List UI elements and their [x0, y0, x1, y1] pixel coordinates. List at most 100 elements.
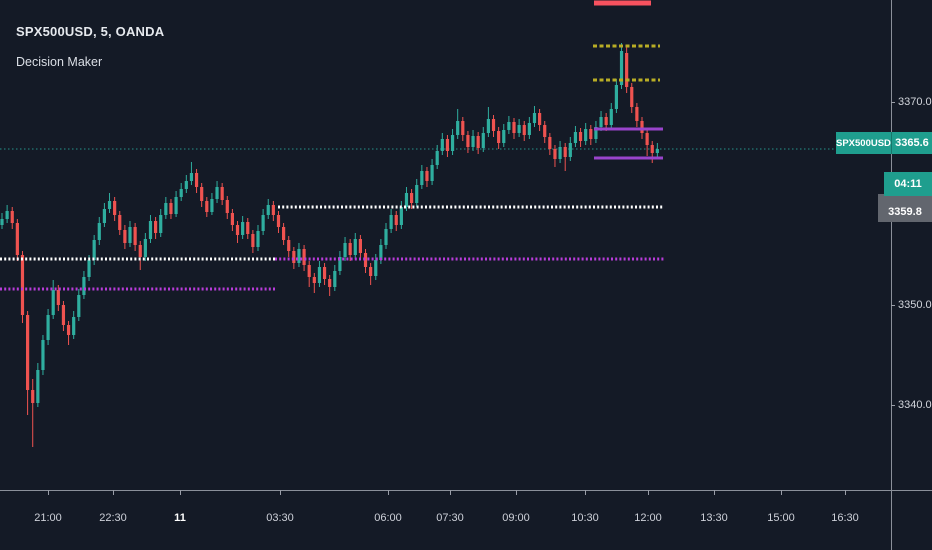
time-axis-label: 12:00	[634, 512, 662, 524]
time-axis-separator	[0, 490, 932, 491]
candle-body	[404, 193, 409, 207]
time-axis-label-date: 11	[174, 512, 186, 524]
candle-body	[271, 205, 275, 215]
candle-body	[589, 129, 593, 139]
candle-body	[77, 295, 81, 317]
candle-body	[655, 149, 659, 153]
candlestick-chart[interactable]	[0, 0, 891, 490]
time-tick	[280, 490, 281, 495]
candle-body	[471, 136, 475, 147]
candle-body	[599, 117, 603, 127]
time-tick	[845, 490, 846, 495]
time-tick	[648, 490, 649, 495]
time-axis[interactable]: 21:00 22:30 11 03:30 06:00 07:30 09:00 10:30 12:…	[0, 490, 932, 550]
candle-body	[548, 137, 552, 149]
candle-body	[97, 223, 101, 240]
price-axis[interactable]: 3370.0 3350.0 3340.0	[891, 0, 932, 490]
candle-body	[72, 317, 76, 335]
candle-body	[486, 119, 490, 133]
candle-body	[194, 173, 199, 187]
candle-body	[507, 122, 511, 130]
symbol-title[interactable]: SPX500USD, 5, OANDA	[16, 24, 165, 39]
candle-body	[369, 267, 373, 276]
candle-body	[399, 207, 403, 225]
candle-body	[0, 219, 4, 225]
candle-body	[5, 211, 9, 219]
candle-body	[328, 279, 332, 287]
candle-body	[220, 187, 224, 200]
candle-body	[246, 222, 250, 234]
price-axis-label: 3370.0	[898, 96, 932, 108]
candle-body	[353, 239, 357, 255]
candle-body	[61, 305, 66, 325]
candle-body	[420, 171, 424, 185]
candle-body	[614, 85, 618, 109]
candle-body	[343, 243, 347, 257]
candle-body	[435, 151, 439, 165]
candle-body	[251, 234, 255, 247]
price-axis-separator	[891, 0, 892, 550]
candle-body	[184, 181, 188, 189]
time-tick	[714, 490, 715, 495]
candle-body	[92, 240, 96, 260]
current-price-value: 3365.6	[895, 137, 929, 149]
price-tick	[891, 102, 895, 103]
candle-body	[26, 315, 30, 390]
candle-body	[363, 253, 368, 267]
candle-body	[348, 243, 352, 255]
candle-body	[578, 132, 583, 141]
candle-body	[164, 203, 168, 215]
candle-body	[46, 315, 50, 340]
candle-body	[573, 132, 578, 143]
candle-body	[415, 185, 419, 203]
candle-body	[563, 147, 567, 157]
candle-body	[527, 123, 531, 135]
bar-countdown-badge: 04:11	[884, 172, 932, 196]
candle-body	[650, 145, 654, 153]
candle-body	[148, 221, 153, 239]
time-axis-label: 22:30	[99, 512, 127, 524]
candle-body	[154, 221, 158, 233]
candle-body	[491, 119, 496, 131]
candle-body	[36, 370, 40, 403]
candle-body	[266, 205, 270, 215]
candle-body	[159, 215, 163, 233]
candle-body	[558, 147, 562, 159]
candle-body	[276, 215, 281, 227]
candle-body	[410, 193, 414, 203]
candle-body	[10, 211, 14, 223]
time-axis-label: 16:30	[831, 512, 859, 524]
candle-body	[230, 213, 234, 225]
candle-body	[143, 239, 147, 257]
candle-body	[66, 325, 71, 335]
candle-body	[256, 231, 260, 247]
candle-body	[261, 215, 265, 231]
time-axis-label: 10:30	[571, 512, 599, 524]
candle-body	[235, 225, 240, 235]
candle-body	[15, 223, 19, 255]
time-tick	[113, 490, 114, 495]
candle-body	[394, 215, 398, 225]
candle-body	[425, 171, 429, 181]
candle-body	[169, 203, 173, 214]
candle-body	[338, 257, 342, 271]
candle-body	[20, 255, 25, 315]
symbol-tag: SPX500USD	[836, 132, 892, 154]
time-axis-label: 06:00	[374, 512, 402, 524]
candle-body	[538, 113, 542, 125]
time-axis-label: 07:30	[436, 512, 464, 524]
candle-body	[133, 227, 137, 245]
time-axis-label: 21:00	[34, 512, 62, 524]
candle-body	[225, 200, 229, 213]
indicator-title[interactable]: Decision Maker	[16, 55, 103, 69]
time-tick	[48, 490, 49, 495]
candle-body	[205, 201, 209, 212]
candle-body	[384, 229, 388, 245]
candle-body	[123, 230, 127, 243]
candle-body	[374, 260, 378, 276]
candle-body	[522, 125, 526, 135]
candle-body	[635, 107, 639, 121]
candle-body	[440, 139, 444, 151]
time-tick	[585, 490, 586, 495]
